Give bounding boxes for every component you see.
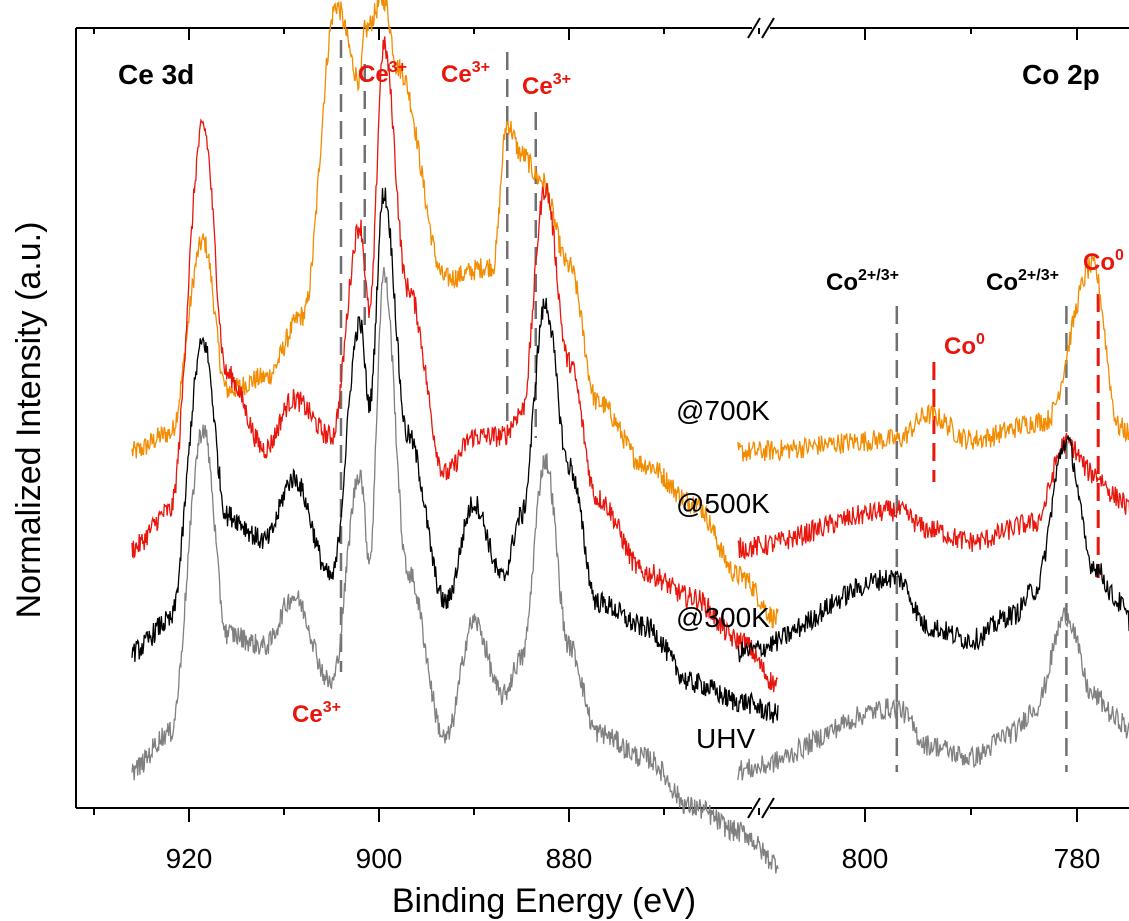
tick-label-800: 800 bbox=[842, 843, 889, 874]
plot-frame bbox=[75, 27, 1129, 809]
annotation-ce3-3: Ce3+ bbox=[522, 71, 571, 100]
annotation-ce3-bottom: Ce3+ bbox=[292, 699, 341, 728]
series-700k-ce3d bbox=[131, 0, 779, 629]
annotation-ce3-2: Ce3+ bbox=[441, 59, 490, 88]
peak-annotations: Ce3+ Ce3+ Ce3+ Ce3+ Co2+/3+ Co2+/3+ Co0 … bbox=[292, 59, 1124, 728]
tick-label-900: 900 bbox=[356, 843, 403, 874]
panel-title-ce3d: Ce 3d bbox=[118, 59, 194, 90]
tick-label-880: 880 bbox=[546, 843, 593, 874]
axis-break-top bbox=[747, 17, 775, 39]
trace-label-700k: @700K bbox=[676, 395, 770, 426]
series-500k-co2p bbox=[737, 432, 1129, 561]
series-uhv-co2p bbox=[737, 607, 1129, 781]
x-axis-title: Binding Energy (eV) bbox=[392, 882, 696, 920]
series-uhv-ce3d bbox=[131, 267, 779, 874]
annotation-ce3-1: Ce3+ bbox=[358, 59, 407, 88]
trace-label-uhv: UHV bbox=[696, 723, 755, 754]
x-tick-labels: 920 900 880 800 780 bbox=[166, 843, 1101, 874]
tick-label-780: 780 bbox=[1054, 843, 1101, 874]
annotation-co-mixed-1: Co2+/3+ bbox=[826, 267, 899, 296]
trace-labels: @700K @500K @300K UHV bbox=[676, 395, 770, 754]
series-300k-ce3d bbox=[131, 187, 779, 724]
y-axis-title: Normalized Intensity (a.u.) bbox=[10, 222, 48, 619]
trace-label-300k: @300K bbox=[676, 602, 770, 633]
panel-title-co2p: Co 2p bbox=[1022, 59, 1100, 90]
series-300k-co2p bbox=[737, 435, 1129, 663]
axis-break-bottom bbox=[747, 797, 775, 819]
annotation-co0-2: Co0 bbox=[1083, 247, 1124, 276]
tick-label-920: 920 bbox=[166, 843, 213, 874]
series-500k-ce3d bbox=[131, 36, 779, 693]
trace-label-500k: @500K bbox=[676, 488, 770, 519]
annotation-co0-1: Co0 bbox=[944, 331, 985, 360]
series-700k-co2p bbox=[737, 254, 1129, 463]
annotation-co-mixed-2: Co2+/3+ bbox=[986, 267, 1059, 296]
spectra-series bbox=[131, 0, 1129, 874]
axis-ticks bbox=[93, 28, 1078, 822]
